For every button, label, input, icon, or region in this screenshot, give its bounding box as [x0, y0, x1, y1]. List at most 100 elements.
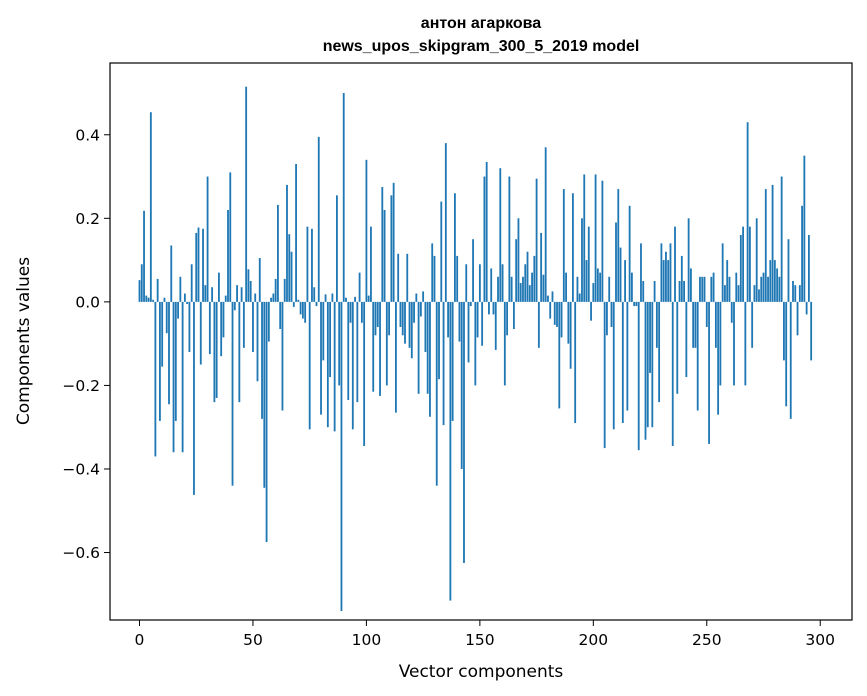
- bar-184: [556, 301, 558, 327]
- bar-18: [179, 276, 182, 302]
- bar-268: [746, 122, 749, 302]
- bar-188: [565, 272, 567, 302]
- bar-139: [454, 193, 456, 302]
- bar-51: [254, 293, 257, 302]
- bar-26: [197, 227, 200, 302]
- bar-285: [785, 301, 788, 407]
- bar-5: [149, 112, 152, 302]
- bar-99: [363, 301, 366, 447]
- bar-9: [159, 301, 161, 421]
- bar-67: [290, 251, 293, 302]
- bar-114: [397, 253, 400, 302]
- y-axis-ticks: −0.6 −0.4 −0.2 0.0 0.2 0.4: [62, 126, 110, 562]
- bar-195: [581, 218, 583, 302]
- bar-289: [794, 285, 797, 302]
- bar-152: [483, 176, 486, 302]
- bar-219: [635, 301, 638, 307]
- bar-57: [267, 301, 270, 342]
- bar-44: [238, 301, 241, 403]
- bar-164: [510, 276, 513, 302]
- bar-246: [696, 301, 699, 411]
- bar-95: [354, 296, 356, 302]
- bar-2: [143, 210, 145, 302]
- bar-91: [345, 297, 347, 302]
- bar-171: [526, 251, 529, 302]
- bar-272: [755, 218, 758, 302]
- bar-120: [410, 301, 413, 359]
- bar-255: [717, 301, 720, 415]
- bar-175: [535, 178, 538, 302]
- bar-0: [138, 280, 141, 302]
- x-tick-label-50: 50: [243, 631, 263, 649]
- bar-8: [156, 278, 159, 302]
- bar-147: [472, 239, 474, 302]
- bar-17: [177, 301, 179, 319]
- bar-25: [195, 232, 198, 302]
- bar-222: [642, 280, 645, 302]
- bar-146: [469, 301, 472, 307]
- bar-85: [331, 293, 334, 302]
- bar-11: [163, 297, 166, 302]
- bar-256: [719, 301, 722, 386]
- bar-166: [515, 239, 518, 302]
- bar-113: [395, 301, 397, 413]
- bar-286: [787, 239, 790, 302]
- bar-224: [646, 301, 649, 428]
- bar-215: [626, 301, 629, 411]
- bar-214: [624, 260, 626, 302]
- bar-179: [544, 147, 547, 302]
- bar-182: [551, 291, 554, 302]
- bar-266: [742, 226, 744, 302]
- bar-127: [426, 301, 429, 394]
- bar-283: [780, 176, 783, 302]
- bar-148: [474, 301, 477, 386]
- bar-192: [574, 301, 577, 424]
- bar-23: [190, 264, 193, 302]
- bar-63: [281, 301, 284, 411]
- bar-262: [733, 301, 735, 386]
- bar-154: [488, 301, 490, 315]
- bar-271: [753, 285, 756, 302]
- bar-245: [694, 301, 697, 348]
- plot-frame: [109, 62, 853, 621]
- bar-276: [764, 189, 767, 302]
- bar-257: [721, 243, 724, 302]
- bar-96: [356, 301, 359, 403]
- bar-16: [174, 301, 177, 421]
- bar-3: [145, 295, 148, 302]
- bar-241: [685, 301, 688, 378]
- bar-230: [660, 243, 663, 302]
- bar-76: [311, 228, 313, 302]
- bar-278: [769, 260, 772, 302]
- bar-190: [569, 301, 572, 369]
- bar-71: [299, 301, 302, 315]
- bar-169: [522, 276, 524, 302]
- bar-142: [460, 301, 463, 469]
- bar-45: [240, 287, 243, 302]
- bar-112: [392, 182, 395, 302]
- bar-234: [669, 243, 672, 302]
- bar-178: [542, 274, 545, 302]
- bar-72: [301, 301, 304, 319]
- bar-275: [762, 272, 765, 302]
- bar-118: [406, 253, 409, 302]
- bar-293: [803, 155, 806, 302]
- bar-36: [220, 301, 223, 357]
- bar-194: [578, 293, 581, 302]
- bar-259: [726, 260, 729, 302]
- bar-197: [585, 260, 588, 302]
- bar-191: [571, 193, 574, 302]
- bar-133: [440, 201, 443, 302]
- bar-239: [680, 255, 683, 302]
- bar-41: [231, 301, 234, 486]
- bar-7: [154, 301, 157, 457]
- bar-240: [683, 280, 685, 302]
- bar-254: [714, 301, 717, 348]
- bar-294: [805, 301, 808, 315]
- bar-56: [265, 301, 268, 543]
- x-axis-label: Vector components: [399, 662, 564, 682]
- bar-49: [249, 280, 252, 302]
- bar-258: [724, 285, 726, 302]
- bar-208: [610, 301, 613, 327]
- bar-291: [798, 285, 801, 302]
